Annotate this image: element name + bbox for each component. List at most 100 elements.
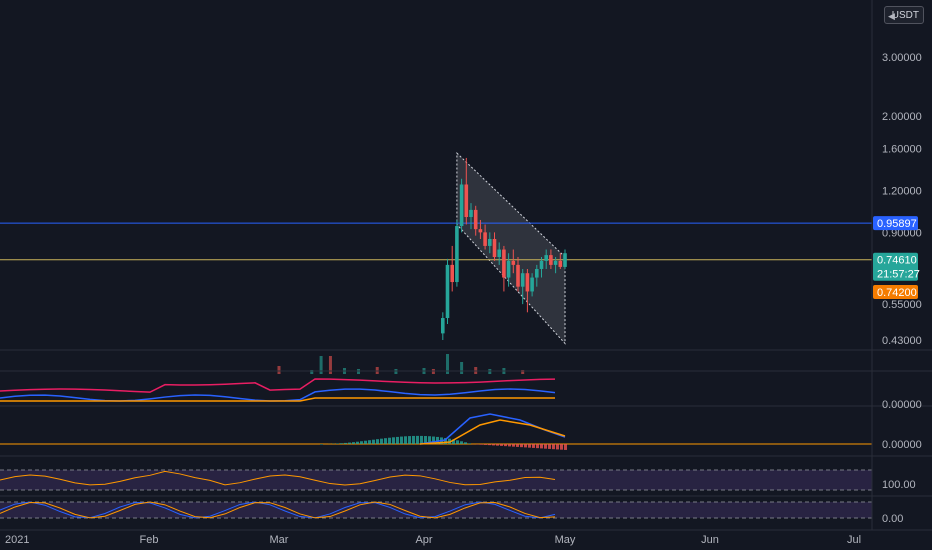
candle-body (455, 226, 459, 283)
candle-body (497, 249, 501, 258)
price-tag-countdown: 21:57:27 (877, 269, 920, 281)
pane-tick-label: 0.00000 (882, 439, 922, 451)
pane-tick-label: 0.00000 (882, 399, 922, 411)
macd-histogram-bar (488, 444, 491, 446)
price-tag-label: 0.95897 (877, 218, 917, 230)
time-tick-label: May (555, 534, 576, 546)
candle-body (558, 260, 563, 267)
macd-histogram-bar (552, 444, 555, 450)
ma-line-pink (0, 378, 556, 393)
candle-body (450, 264, 454, 283)
volume-bar (319, 356, 323, 374)
macd-histogram-bar (356, 441, 359, 444)
macd-histogram-bar (524, 444, 527, 448)
price-tag-bg (873, 216, 918, 231)
ma-line-orange (0, 397, 555, 402)
time-tick-label: 2021 (5, 534, 29, 546)
macd-histogram-bar (348, 442, 351, 444)
volume-bar (328, 356, 332, 374)
time-tick-label: Mar (270, 534, 289, 546)
candle-body (520, 273, 525, 287)
candle-body (544, 255, 548, 261)
price-tick-label: 3.00000 (882, 52, 922, 64)
macd-histogram-bar (388, 437, 391, 444)
price-tag-label: 0.74200 (877, 287, 917, 299)
volume-bar (277, 366, 281, 374)
macd-histogram-bar (372, 439, 375, 444)
macd-histogram-bar (416, 435, 419, 444)
lock-icon: ◀ (888, 11, 895, 21)
candle-body (464, 184, 469, 218)
volume-bar (310, 370, 314, 374)
candle-body (478, 229, 483, 233)
candle-body (563, 253, 567, 267)
volume-bar (446, 354, 449, 374)
candle-body (488, 238, 492, 246)
price-tick-label: 0.90000 (882, 227, 922, 239)
macd-histogram-bar (512, 444, 515, 447)
macd-histogram-bar (380, 438, 383, 444)
macd-histogram-bar (376, 439, 379, 444)
macd-histogram-bar (428, 436, 431, 444)
macd-histogram-bar (504, 444, 507, 447)
macd-histogram-bar (464, 442, 467, 444)
time-tick-label: Jun (701, 534, 719, 546)
macd-histogram-bar (408, 436, 411, 444)
macd-histogram-bar (528, 444, 531, 448)
descending-channel (456, 151, 566, 345)
candle-body (553, 260, 558, 265)
price-tick-label: 0.43000 (882, 335, 922, 347)
macd-histogram-bar (400, 436, 403, 444)
macd-histogram-bar (556, 444, 559, 450)
macd-histogram-bar (500, 444, 503, 446)
volume-bar (521, 370, 525, 374)
rsi-band (0, 470, 872, 490)
macd-histogram-bar (364, 440, 367, 444)
candle-body (483, 232, 487, 246)
macd-histogram-bar (564, 444, 567, 450)
macd-histogram-bar (452, 439, 455, 444)
stoch-k-line (0, 501, 556, 519)
stoch-band (0, 502, 872, 518)
macd-histogram-bar (340, 443, 343, 444)
macd-histogram-bar (396, 436, 399, 444)
candle-body (530, 277, 534, 292)
stoch-rsi-pane (0, 501, 872, 519)
macd-histogram-bar (520, 444, 523, 448)
stoch-d-line (0, 501, 556, 519)
price-tag-label: 0.74610 (877, 255, 917, 267)
macd-pane (0, 413, 872, 450)
macd-histogram-bar (484, 444, 487, 445)
macd-histogram-bar (496, 444, 499, 446)
currency-badge[interactable]: ◀ USDT (884, 6, 924, 24)
price-pane[interactable] (0, 151, 872, 345)
candle-body (441, 318, 445, 334)
price-axis[interactable]: 3.00000 2.00000 1.60000 1.20000 0.90000 0.550… (882, 52, 922, 525)
time-axis[interactable]: 2021 Feb Mar Apr May Jun Jul (5, 534, 861, 546)
macd-histogram-bar (352, 442, 355, 444)
candle-body (502, 249, 506, 278)
macd-signal-line (419, 419, 566, 445)
macd-histogram-bar (420, 435, 423, 444)
price-tag-bg (873, 252, 918, 281)
macd-histogram-bar (404, 436, 407, 444)
time-tick-label: Apr (415, 534, 432, 546)
macd-histogram-bar (492, 444, 495, 446)
candle-body (511, 260, 516, 265)
macd-histogram-bar (516, 444, 519, 447)
macd-histogram-bar (508, 444, 511, 447)
candle-body (445, 264, 450, 319)
macd-histogram-bar (344, 442, 347, 444)
pane-tick-label: 0.00 (882, 513, 903, 525)
candle-body (535, 268, 539, 278)
candle-body (459, 184, 464, 227)
macd-histogram-bar (384, 438, 387, 444)
price-tick-label: 0.55000 (882, 299, 922, 311)
time-tick-label: Jul (847, 534, 861, 546)
candle-body (473, 209, 478, 230)
macd-histogram-bar (548, 444, 551, 449)
candle-body (525, 273, 530, 292)
macd-histogram-bar (424, 436, 427, 444)
candle-body (492, 238, 497, 258)
